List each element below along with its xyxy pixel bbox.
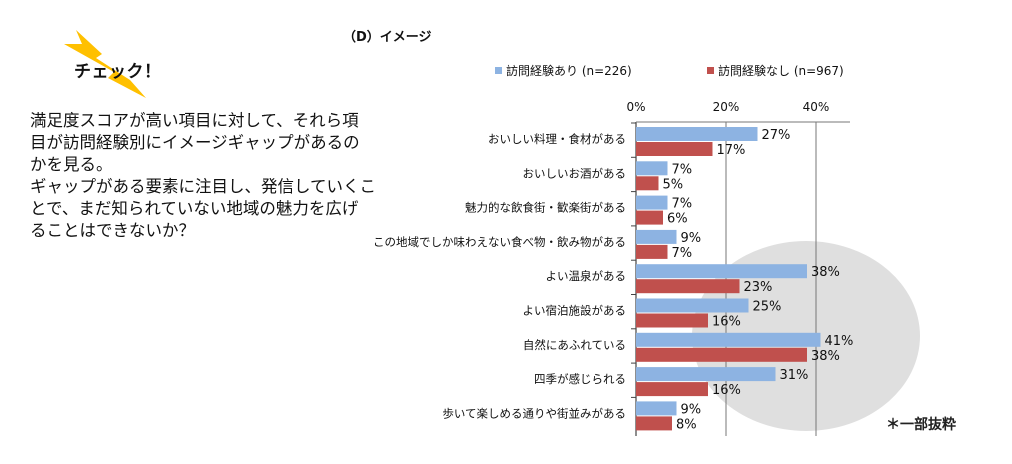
value-label: 41%	[825, 334, 854, 349]
category-label: おいしい料理・食材がある	[488, 132, 626, 146]
bar-not-visited	[636, 382, 708, 397]
x-tick-label: 40%	[803, 100, 830, 114]
value-label: 7%	[672, 162, 693, 177]
bar-not-visited	[636, 347, 807, 362]
value-label: 38%	[811, 265, 840, 280]
note-line: 満足度スコアが高い項目に対して、それら項	[30, 111, 359, 130]
category-label: よい宿泊施設がある	[523, 304, 627, 318]
value-label: 7%	[672, 246, 693, 261]
x-tick-label: 20%	[713, 100, 740, 114]
value-label: 7%	[672, 197, 693, 212]
bar-visited	[636, 195, 668, 210]
bar-not-visited	[636, 176, 659, 191]
category-label: 魅力的な飲食街・歓楽街がある	[465, 201, 626, 215]
legend-label: 訪問経験あり (n=226)	[506, 63, 632, 78]
bar-visited	[636, 332, 821, 347]
note-line: かを見る。	[30, 155, 113, 174]
value-label: 8%	[676, 417, 697, 432]
value-label: 25%	[753, 300, 782, 315]
legend-swatch	[707, 67, 714, 74]
bar-visited	[636, 229, 677, 244]
category-label: おいしいお酒がある	[523, 166, 627, 180]
lightning-bolt-icon	[64, 30, 146, 98]
bar-not-visited	[636, 244, 668, 259]
bar-visited	[636, 161, 668, 176]
check-label: チェック！	[74, 62, 162, 82]
analysis-note: 満足度スコアが高い項目に対して、それら項 目が訪問経験別にイメージギャップがある…	[30, 110, 377, 242]
value-label: 5%	[663, 177, 684, 192]
bar-visited	[636, 367, 776, 382]
value-label: 38%	[811, 349, 840, 364]
footnote: ＊一部抜粋	[886, 417, 956, 433]
category-label: よい温泉がある	[546, 269, 627, 283]
bar-not-visited	[636, 416, 672, 431]
legend-swatch	[495, 67, 502, 74]
value-label: 27%	[762, 128, 791, 143]
bar-visited	[636, 127, 758, 141]
value-label: 16%	[712, 315, 741, 330]
note-line: ギャップがある要素に注目し、発信していくこ	[30, 177, 377, 196]
value-label: 31%	[780, 368, 809, 383]
value-label: 23%	[744, 280, 773, 295]
value-label: 9%	[681, 231, 702, 246]
value-label: 9%	[681, 402, 702, 417]
bar-visited	[636, 401, 677, 416]
bar-not-visited	[636, 279, 740, 294]
bar-not-visited	[636, 210, 663, 225]
category-label: 自然にあふれている	[523, 338, 626, 352]
value-label: 16%	[712, 383, 741, 398]
section-title: （D）イメージ	[343, 30, 432, 45]
bar-not-visited	[636, 313, 708, 328]
value-label: 17%	[717, 143, 746, 158]
category-label: この地域でしか味わえない食べ物・飲み物がある	[373, 235, 626, 249]
bar-visited	[636, 264, 807, 279]
bar-visited	[636, 298, 749, 313]
legend-label: 訪問経験なし (n=967)	[718, 63, 844, 78]
note-line: とで、まだ知られていない地域の魅力を広げ	[30, 199, 359, 218]
x-tick-label: 0%	[626, 100, 645, 114]
category-label: 歩いて楽しめる通りや街並みがある	[442, 406, 626, 420]
note-line: ることはできないか？	[30, 221, 195, 240]
bar-not-visited	[636, 142, 713, 156]
note-line: 目が訪問経験別にイメージギャップがあるの	[30, 133, 360, 152]
value-label: 6%	[667, 212, 688, 227]
category-label: 四季が感じられる	[534, 372, 626, 386]
